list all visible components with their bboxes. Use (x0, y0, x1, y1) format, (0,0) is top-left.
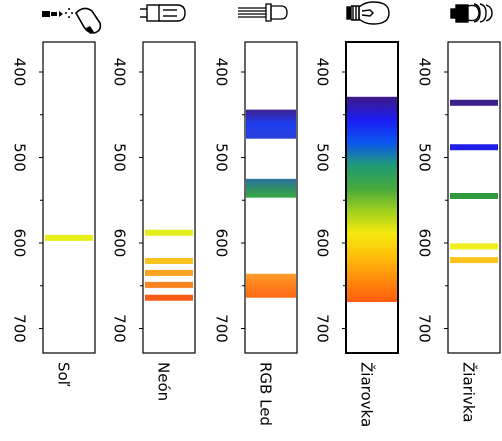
tick-label: 400 (111, 58, 129, 87)
tick-label: 500 (11, 143, 29, 172)
spectrum-panels: 400 500 600 700 Soľ 400 500 600 700 Neón 400 500 600… (11, 41, 501, 427)
incandescent-bulb-icon (346, 1, 390, 25)
spectral-band (246, 109, 296, 139)
panel-frame (142, 41, 196, 354)
tick-label: 700 (213, 314, 231, 343)
tick-label: 600 (11, 229, 29, 258)
spectrum-panel: 400 500 600 700 Neón (111, 41, 196, 401)
tick-label: 700 (11, 314, 29, 343)
emission-line (145, 281, 193, 288)
spectrum-panel: 400 500 600 700 Soľ (11, 41, 96, 387)
tick-label: 500 (416, 143, 434, 172)
tick-label: 600 (111, 229, 129, 258)
neon-lamp-icon (140, 4, 186, 22)
tick-label: 400 (416, 58, 434, 87)
source-name: Soľ (55, 362, 73, 387)
lamp-icons (42, 1, 493, 34)
source-name: Neón (155, 362, 173, 401)
panel-frame (244, 41, 298, 354)
emission-line (45, 234, 93, 241)
tick-label: 600 (213, 229, 231, 258)
tick-label: 600 (314, 229, 332, 258)
spectral-band (347, 96, 397, 302)
emission-line (450, 99, 498, 106)
panel-frame (345, 41, 399, 354)
tick-label: 700 (314, 314, 332, 343)
source-name: Žiarivka (460, 362, 479, 422)
emission-line (145, 269, 193, 276)
emission-line (145, 229, 193, 236)
spectral-band (246, 178, 296, 198)
spectrum-panel: 400 500 600 700 Žiarovka (314, 41, 399, 427)
emission-line (450, 243, 498, 250)
emission-line (450, 144, 498, 151)
spectrum-panel: 400 500 600 700 Žiarivka (416, 41, 501, 422)
tick-label: 400 (11, 58, 29, 87)
tick-label: 700 (416, 314, 434, 343)
tick-label: 500 (314, 143, 332, 172)
rgb-led-icon (238, 3, 288, 22)
spectrum-panel: 400 500 600 700 RGB Led (213, 41, 298, 426)
tick-label: 500 (111, 143, 129, 172)
spectral-band (246, 273, 296, 298)
emission-line (450, 257, 498, 264)
panel-frame (42, 41, 96, 354)
tick-label: 500 (213, 143, 231, 172)
source-name: RGB Led (257, 362, 275, 426)
emission-line (450, 192, 498, 199)
emission-line (145, 294, 193, 301)
panel-frame (447, 41, 501, 354)
fluorescent-lamp-icon (450, 3, 493, 23)
tick-label: 600 (416, 229, 434, 258)
emission-line (145, 257, 193, 264)
tick-label: 700 (111, 314, 129, 343)
tick-label: 400 (314, 58, 332, 87)
tick-label: 400 (213, 58, 231, 87)
source-name: Žiarovka (358, 362, 377, 427)
sodium-lamp-icon (42, 7, 102, 34)
